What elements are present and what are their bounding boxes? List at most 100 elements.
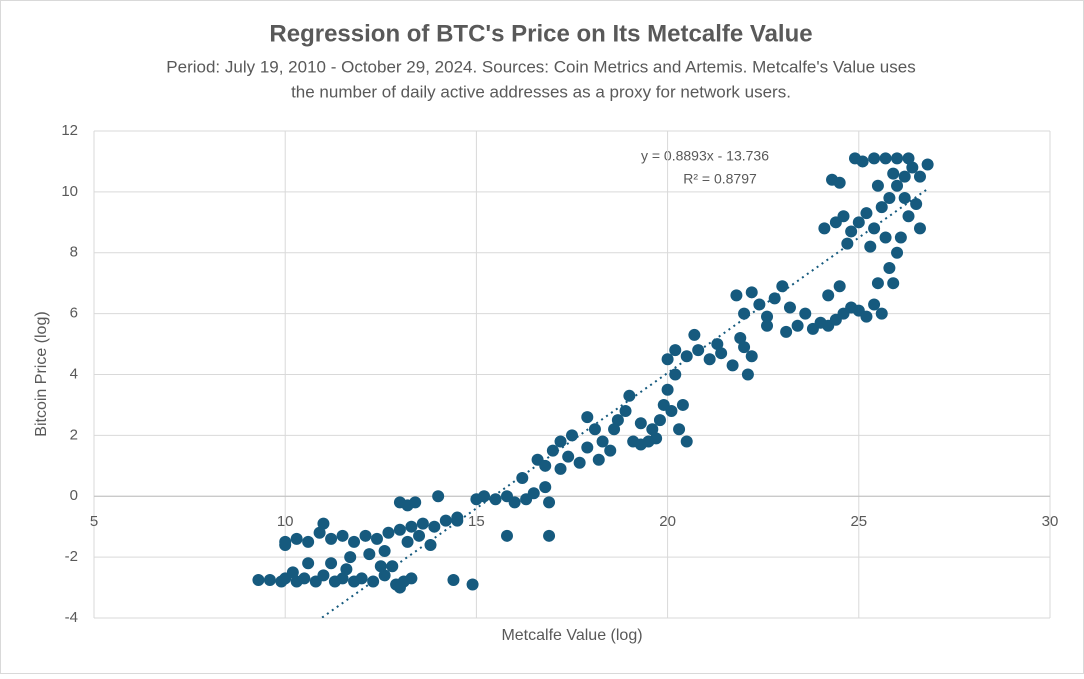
point	[726, 359, 739, 372]
y-tick-label: -4	[65, 609, 78, 626]
point	[898, 191, 911, 204]
point	[650, 432, 663, 445]
point	[393, 523, 406, 536]
point	[837, 210, 850, 223]
point	[715, 347, 728, 360]
point	[703, 353, 716, 366]
point	[581, 441, 594, 454]
point	[688, 328, 701, 341]
point	[416, 517, 429, 530]
point	[741, 368, 754, 381]
point	[634, 417, 647, 430]
point	[374, 560, 387, 573]
point	[868, 298, 881, 311]
point	[393, 581, 406, 594]
point	[554, 435, 567, 448]
point	[286, 566, 299, 579]
point	[692, 344, 705, 357]
point	[604, 444, 617, 457]
point	[340, 563, 353, 576]
point	[543, 529, 556, 542]
x-tick-label: 10	[277, 513, 294, 530]
x-axis-label: Metcalfe Value (log)	[501, 627, 642, 644]
point	[428, 520, 441, 533]
chart-subtitle: the number of daily active addresses as …	[291, 82, 791, 101]
y-tick-label: 10	[61, 183, 78, 200]
point	[336, 529, 349, 542]
point	[466, 578, 479, 591]
point	[841, 237, 854, 250]
y-tick-label: 4	[70, 365, 78, 382]
point	[516, 471, 529, 484]
point	[665, 405, 678, 418]
x-tick-label: 15	[468, 513, 485, 530]
point	[581, 411, 594, 424]
grid	[93, 130, 1051, 619]
point	[290, 532, 303, 545]
point	[887, 277, 900, 290]
trend-equation: y = 0.8893x - 13.736	[641, 148, 769, 164]
point	[382, 526, 395, 539]
point	[596, 435, 609, 448]
point	[378, 545, 391, 558]
point	[761, 319, 774, 332]
point	[891, 152, 904, 165]
point	[325, 532, 338, 545]
point	[879, 152, 892, 165]
point	[875, 307, 888, 320]
point	[673, 423, 686, 436]
point	[734, 331, 747, 344]
y-axis-label: Bitcoin Price (log)	[33, 311, 50, 436]
point	[592, 453, 605, 466]
point	[871, 277, 884, 290]
point	[405, 520, 418, 533]
point	[313, 526, 326, 539]
point	[451, 511, 464, 524]
point	[378, 569, 391, 582]
point	[317, 517, 330, 530]
trendline	[319, 188, 929, 618]
point	[761, 310, 774, 323]
point	[883, 261, 896, 274]
point	[508, 496, 521, 509]
point	[363, 548, 376, 561]
point	[527, 487, 540, 500]
y-tick-label: 8	[70, 244, 78, 261]
point	[738, 341, 751, 354]
point	[898, 170, 911, 183]
point	[852, 216, 865, 229]
point	[302, 557, 315, 570]
point	[566, 429, 578, 442]
point	[409, 496, 422, 509]
y-tick-label: 6	[70, 305, 78, 322]
point	[661, 353, 674, 366]
point	[478, 490, 491, 503]
point	[367, 575, 380, 588]
point	[902, 152, 915, 165]
point	[279, 535, 292, 548]
chart-title: Regression of BTC's Price on Its Metcalf…	[269, 20, 812, 47]
point	[500, 529, 513, 542]
point	[902, 210, 915, 223]
y-tick-label: 2	[70, 426, 78, 443]
point	[676, 398, 689, 411]
point	[344, 551, 357, 564]
point	[799, 307, 812, 320]
point	[546, 444, 559, 457]
point	[661, 383, 674, 396]
point	[432, 490, 445, 503]
point	[263, 573, 276, 586]
point	[355, 572, 368, 585]
point	[887, 167, 900, 180]
point	[780, 325, 793, 338]
point	[860, 207, 873, 220]
point	[738, 307, 751, 320]
x-tick-label: 30	[1042, 513, 1059, 530]
point	[348, 535, 361, 548]
point	[439, 514, 452, 527]
point	[776, 280, 789, 293]
point	[883, 191, 896, 204]
x-tick-label: 5	[90, 513, 98, 530]
point	[791, 319, 804, 332]
